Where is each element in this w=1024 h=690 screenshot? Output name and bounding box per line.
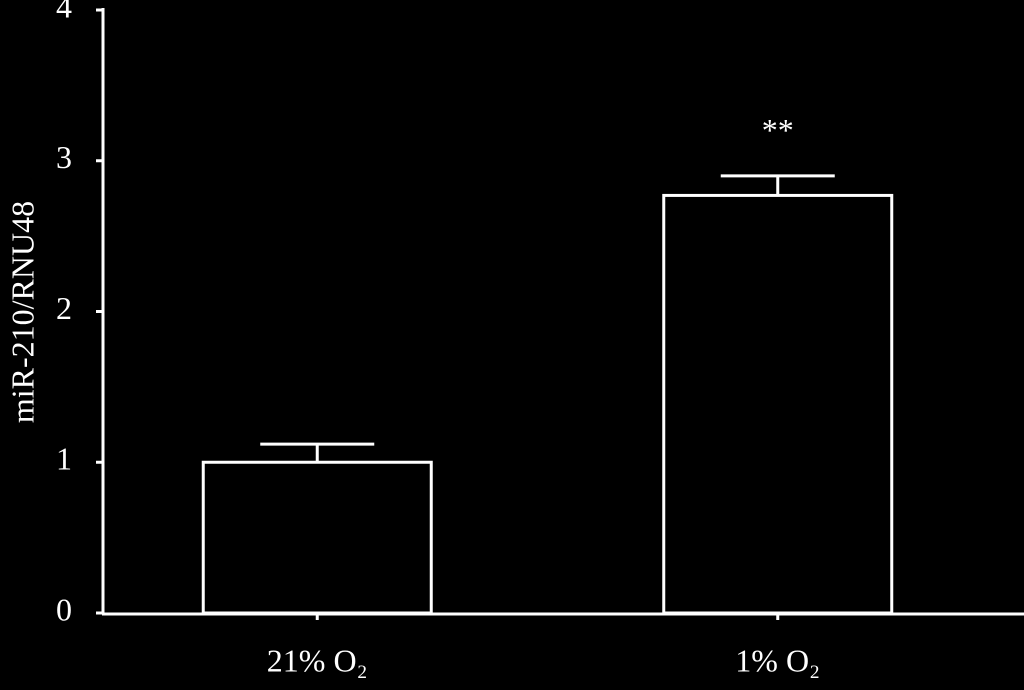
y-tick-label: 4 (56, 0, 72, 24)
y-tick-label: 0 (56, 591, 72, 627)
y-axis-label: miR-210/RNU48 (4, 201, 40, 423)
x-tick-label: 1% O₂ (735, 642, 820, 678)
y-tick-label: 1 (56, 441, 72, 477)
y-tick-label: 3 (56, 139, 72, 175)
x-tick-label: 21% O₂ (267, 642, 368, 678)
y-tick-label: 2 (56, 290, 72, 326)
bar (662, 193, 894, 615)
bar (201, 460, 433, 615)
significance-label: ** (762, 112, 794, 148)
